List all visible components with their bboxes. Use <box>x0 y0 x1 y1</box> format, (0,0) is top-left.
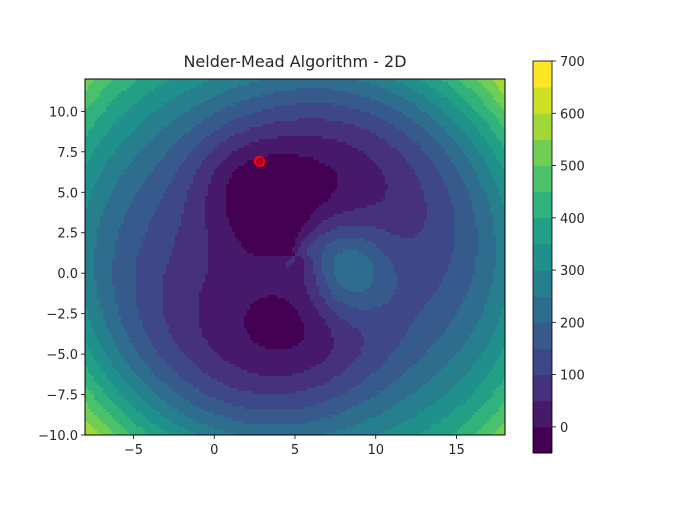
simplex-markers <box>253 155 266 168</box>
y-axis: −10.0−7.5−5.0−2.50.02.55.07.510.0 <box>38 105 85 444</box>
chart-title: Nelder-Mead Algorithm - 2D <box>183 52 407 71</box>
contour-plot <box>85 79 505 435</box>
x-axis: −5 0 5 10 15 <box>124 435 465 458</box>
